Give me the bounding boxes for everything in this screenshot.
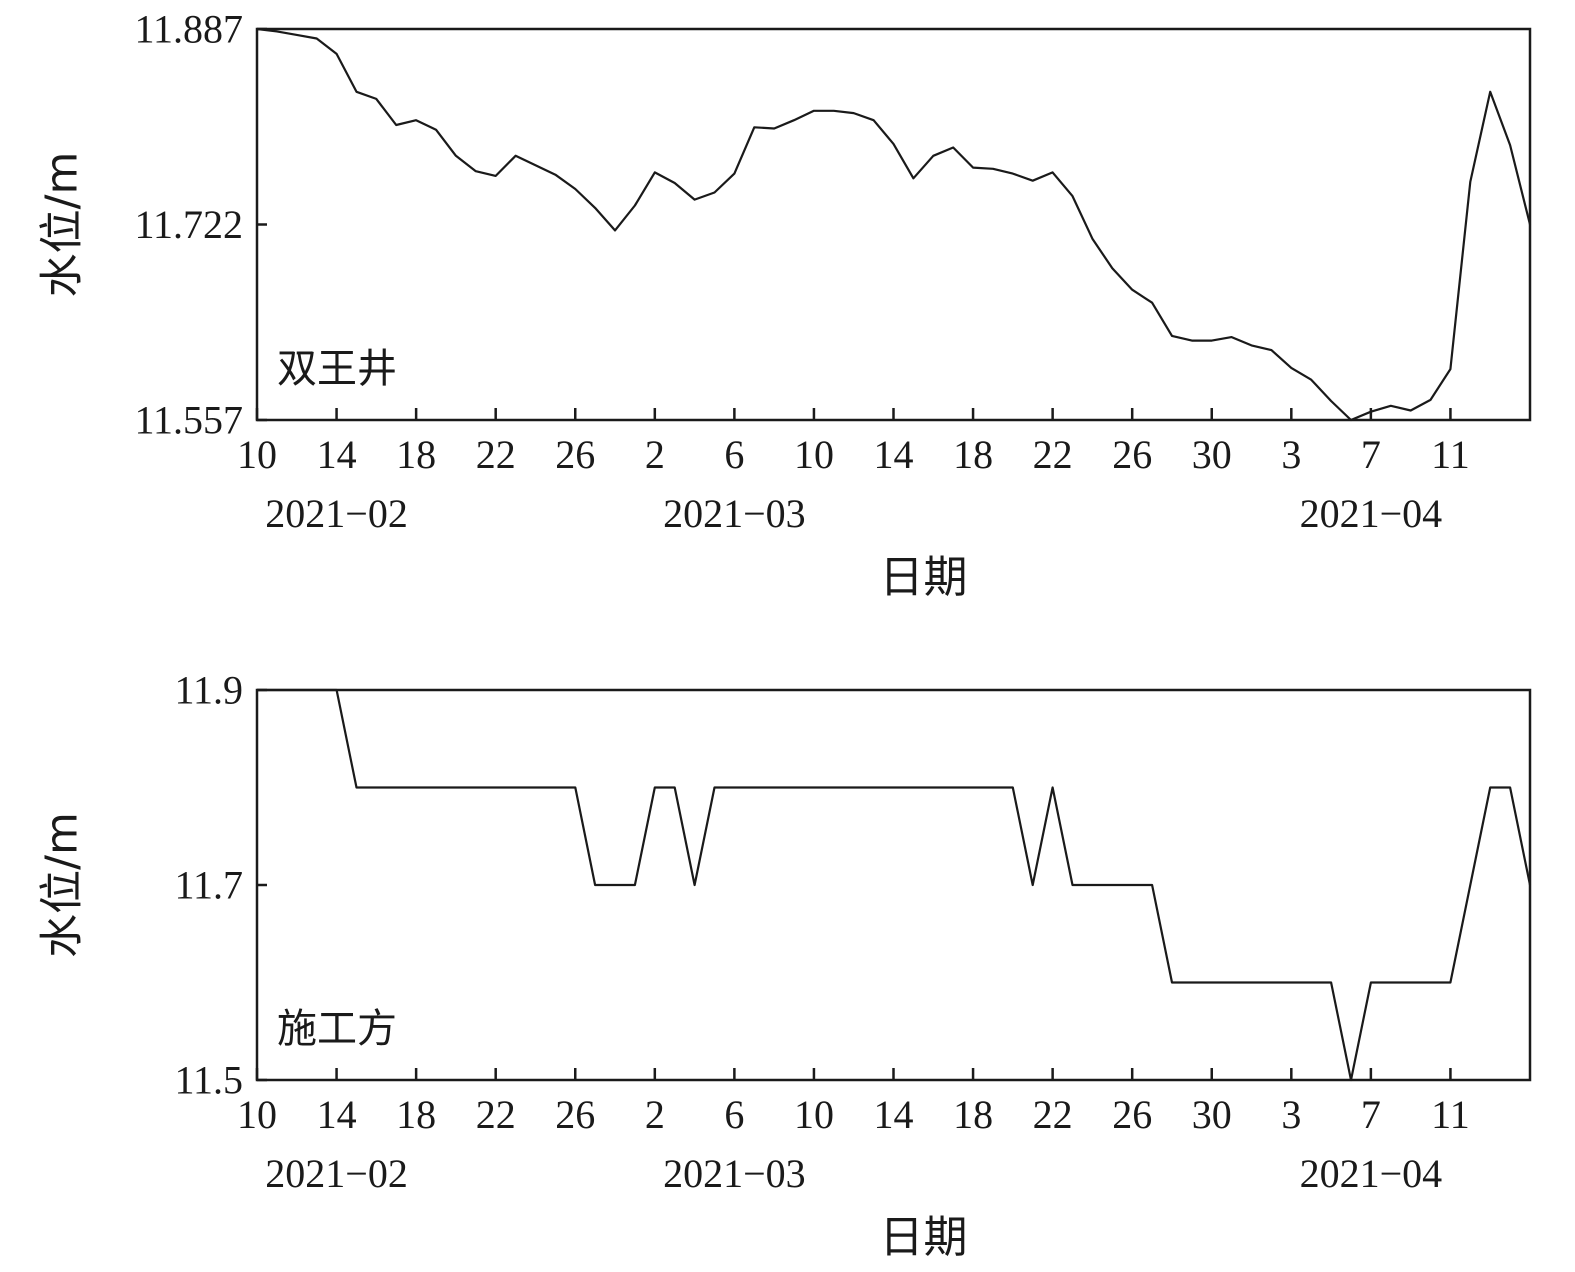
- top-x-tick-label: 10: [794, 432, 834, 477]
- top-x-tick-label: 3: [1281, 432, 1301, 477]
- top-x-tick-label: 18: [953, 432, 993, 477]
- top-x-tick-label: 18: [396, 432, 436, 477]
- bottom-month-label: 2021−04: [1300, 1151, 1443, 1196]
- bottom-x-tick-label: 11: [1431, 1092, 1470, 1137]
- bottom-x-tick-label: 26: [1112, 1092, 1152, 1137]
- top-x-tick-label: 22: [1033, 432, 1073, 477]
- top-x-tick-label: 14: [317, 432, 357, 477]
- bottom-x-tick-label: 22: [1033, 1092, 1073, 1137]
- top-y-tick-label: 11.887: [134, 7, 243, 52]
- top-x-tick-label: 7: [1361, 432, 1381, 477]
- bottom-x-tick-label: 10: [794, 1092, 834, 1137]
- top-annotation-label: 双王井: [277, 346, 397, 392]
- top-x-tick-label: 26: [1112, 432, 1152, 477]
- bottom-x-tick-label: 10: [237, 1092, 277, 1137]
- top-month-label: 2021−02: [265, 491, 408, 536]
- bottom-y-axis-title: 水位/m: [37, 812, 88, 958]
- bottom-month-label: 2021−02: [265, 1151, 408, 1196]
- top-y-axis-title: 水位/m: [37, 152, 88, 298]
- bottom-x-tick-label: 14: [317, 1092, 357, 1137]
- top-plot-frame: [255, 27, 1532, 422]
- bottom-x-tick-label: 2: [645, 1092, 665, 1137]
- bottom-y-tick-label: 11.7: [174, 863, 243, 908]
- top-y-tick-label: 11.722: [134, 202, 243, 247]
- bottom-x-tick-label: 14: [874, 1092, 914, 1137]
- top-x-tick-label: 26: [555, 432, 595, 477]
- top-y-tick-label: 11.557: [134, 398, 243, 443]
- bottom-month-label: 2021−03: [663, 1151, 806, 1196]
- bottom-x-tick-label: 7: [1361, 1092, 1381, 1137]
- top-month-label: 2021−04: [1300, 491, 1443, 536]
- bottom-x-tick-label: 30: [1192, 1092, 1232, 1137]
- top-month-label: 2021−03: [663, 491, 806, 536]
- top-x-tick-label: 10: [237, 432, 277, 477]
- bottom-x-tick-label: 18: [953, 1092, 993, 1137]
- bottom-x-tick-label: 26: [555, 1092, 595, 1137]
- top-x-tick-label: 2: [645, 432, 665, 477]
- top-series-line: [256, 27, 1532, 422]
- top-x-tick-label: 30: [1192, 432, 1232, 477]
- top-x-tick-label: 14: [874, 432, 914, 477]
- bottom-x-axis-title: 日期: [880, 1212, 968, 1263]
- top-x-axis-title: 日期: [880, 552, 968, 603]
- bottom-x-tick-label: 22: [476, 1092, 516, 1137]
- bottom-x-tick-label: 18: [396, 1092, 436, 1137]
- top-x-tick-label: 11: [1431, 432, 1470, 477]
- bottom-x-tick-label: 3: [1281, 1092, 1301, 1137]
- bottom-y-tick-label: 11.5: [174, 1058, 243, 1103]
- bottom-x-tick-label: 6: [724, 1092, 744, 1137]
- top-x-tick-label: 6: [724, 432, 744, 477]
- bottom-y-tick-label: 11.9: [174, 668, 243, 713]
- bottom-series-line: [257, 688, 1532, 1082]
- top-x-tick-label: 22: [476, 432, 516, 477]
- bottom-annotation-label: 施工方: [277, 1006, 397, 1052]
- bottom-panel: 11.911.711.510 14 18 22 26 2 6 10 14 18 22 26 30 3 7 11…: [37, 668, 1532, 1263]
